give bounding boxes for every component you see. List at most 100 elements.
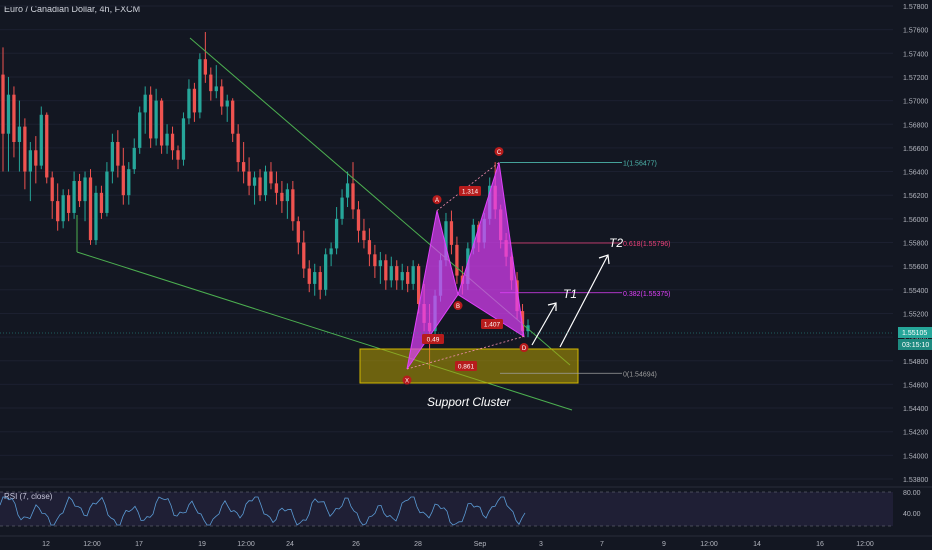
candle-body bbox=[318, 272, 322, 290]
candle-body bbox=[45, 114, 49, 178]
candle-body bbox=[263, 171, 268, 196]
pattern-point-marker bbox=[519, 343, 529, 353]
pattern-ac-line bbox=[436, 162, 500, 211]
candle-body bbox=[280, 192, 284, 202]
candle-body bbox=[138, 112, 142, 148]
support-cluster-zone[interactable] bbox=[359, 348, 579, 384]
candle-body bbox=[334, 218, 339, 249]
candle-body bbox=[449, 221, 454, 245]
candle-body bbox=[356, 209, 361, 231]
countdown-value: 03:15:10 bbox=[902, 342, 929, 349]
rsi-indicator-label[interactable]: RSI (7, close) bbox=[4, 492, 53, 501]
time-tick-label: 17 bbox=[135, 541, 143, 548]
t2-label: T2 bbox=[609, 236, 623, 250]
candle-body bbox=[362, 230, 366, 241]
candle-body bbox=[241, 162, 246, 172]
candle-body bbox=[23, 126, 27, 172]
candle-body bbox=[132, 147, 136, 170]
price-tick-label: 1.54800 bbox=[903, 359, 928, 366]
candle-body bbox=[220, 86, 224, 107]
candle-body bbox=[252, 177, 257, 186]
price-tick-label: 1.56000 bbox=[903, 217, 928, 224]
candle-body bbox=[400, 272, 404, 281]
t1-label: T1 bbox=[563, 287, 577, 301]
candle-body bbox=[345, 183, 350, 198]
price-tick-label: 1.54000 bbox=[903, 453, 928, 460]
fib-level-label: 1(1.56477) bbox=[623, 160, 657, 167]
pattern-point-label: B bbox=[456, 304, 460, 310]
candle-body bbox=[1, 74, 5, 134]
current-price-tag bbox=[898, 327, 932, 338]
pattern-point-label: D bbox=[522, 346, 527, 352]
pattern-xd-line bbox=[406, 336, 525, 370]
candle-body bbox=[340, 197, 344, 219]
fib-level-label: 0.618(1.55796) bbox=[623, 241, 670, 248]
current-price-value: 1.55105 bbox=[902, 330, 927, 337]
candle-body bbox=[203, 59, 207, 75]
candle-body bbox=[214, 86, 218, 92]
target-arrows bbox=[531, 254, 610, 348]
candle-body bbox=[192, 88, 197, 113]
candle-body bbox=[378, 260, 382, 267]
candle-body bbox=[231, 100, 235, 134]
pattern-ratio-badge bbox=[455, 361, 477, 371]
pattern-bcd-triangle[interactable] bbox=[457, 162, 525, 338]
support-cluster-label: Support Cluster bbox=[427, 395, 511, 409]
candle-body bbox=[351, 183, 355, 210]
candle-body bbox=[165, 133, 169, 146]
candle-body bbox=[236, 133, 240, 163]
candle-body bbox=[28, 150, 32, 172]
time-tick-label: 24 bbox=[286, 541, 294, 548]
fib-level-label: 0.382(1.55375) bbox=[623, 291, 670, 298]
rsi-line bbox=[0, 496, 526, 526]
candle-body bbox=[176, 150, 180, 160]
pattern-point-label: X bbox=[405, 379, 409, 385]
t2-arrow bbox=[559, 254, 609, 348]
candle-body bbox=[127, 169, 131, 196]
time-tick-label: 12 bbox=[42, 541, 50, 548]
candle-body bbox=[329, 248, 333, 255]
price-tick-label: 1.55400 bbox=[903, 288, 928, 295]
candle-body bbox=[455, 244, 459, 276]
candle-body bbox=[274, 183, 279, 193]
price-tick-label: 1.54200 bbox=[903, 430, 928, 437]
candle-body bbox=[56, 201, 60, 222]
candle-body bbox=[411, 266, 415, 284]
pattern-xab-triangle[interactable] bbox=[406, 210, 459, 370]
candle-body bbox=[154, 100, 158, 139]
candle-body bbox=[88, 177, 93, 241]
time-tick-label: 16 bbox=[816, 541, 824, 548]
candle-body bbox=[143, 94, 147, 113]
pattern-ratio-label: 0.861 bbox=[458, 364, 475, 371]
lower-trendline[interactable] bbox=[76, 251, 573, 411]
price-tick-label: 1.57200 bbox=[903, 75, 928, 82]
candle-body bbox=[121, 165, 125, 196]
candle-body bbox=[50, 177, 54, 202]
candle-body bbox=[373, 254, 377, 267]
candle-body bbox=[285, 189, 290, 202]
time-tick-label: 19 bbox=[198, 541, 206, 548]
pattern-point-marker bbox=[402, 375, 412, 385]
pattern-point-marker bbox=[453, 301, 463, 311]
candle-body bbox=[302, 242, 306, 269]
candle-body bbox=[384, 260, 388, 281]
price-tick-label: 1.55800 bbox=[903, 241, 928, 248]
candle-body bbox=[17, 126, 22, 142]
price-tick-label: 1.54600 bbox=[903, 382, 928, 389]
candle-body bbox=[406, 272, 410, 284]
price-tick-label: 1.57600 bbox=[903, 28, 928, 35]
candle-body bbox=[72, 181, 76, 213]
rsi-band bbox=[0, 492, 893, 526]
price-tick-label: 1.53800 bbox=[903, 477, 928, 484]
t1-arrowhead bbox=[547, 302, 557, 311]
pattern-point-label: A bbox=[435, 198, 439, 204]
pattern-ratio-badge bbox=[459, 186, 481, 196]
pattern-ratio-label: 1.407 bbox=[484, 322, 501, 329]
time-axis: 12 12:00 17 19 12:00 24 26 28 Sep 3 7 9 12:00 14 16 12:… bbox=[42, 541, 874, 548]
countdown-tag bbox=[898, 339, 932, 350]
candle-body bbox=[247, 171, 251, 186]
price-tick-label: 1.55600 bbox=[903, 264, 928, 271]
candle-body bbox=[77, 181, 82, 202]
candle-body bbox=[471, 224, 475, 249]
